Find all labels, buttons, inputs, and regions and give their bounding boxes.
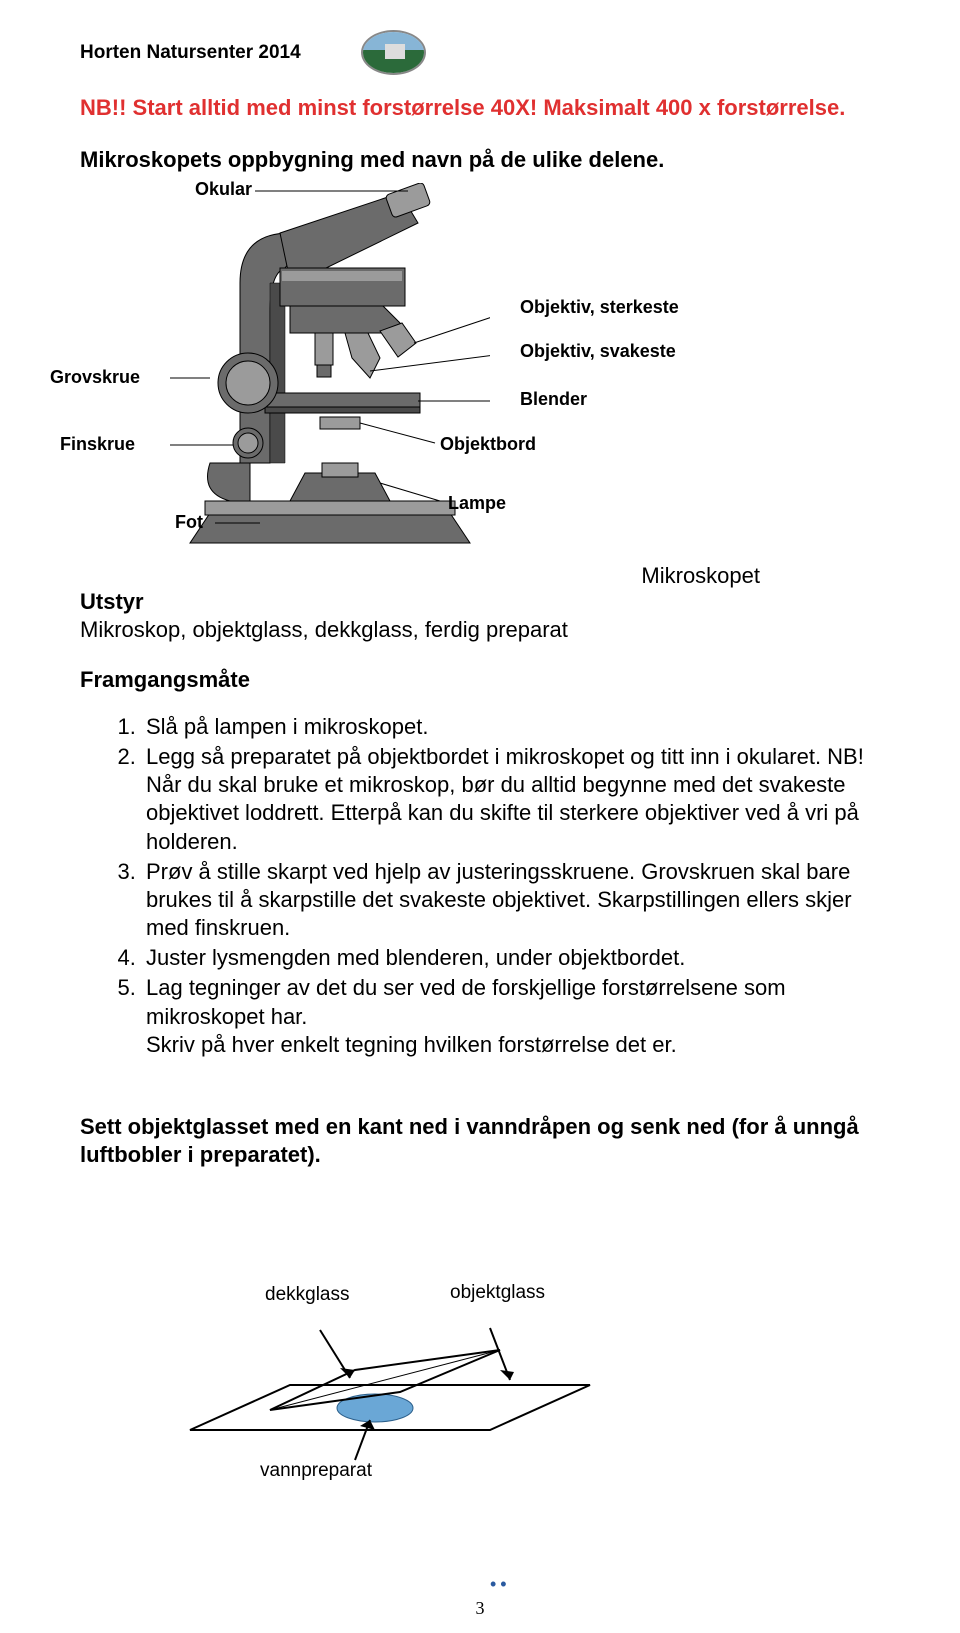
label-lampe: Lampe [448, 493, 506, 514]
diagram-subtitle: Mikroskopets oppbygning med navn på de u… [80, 147, 880, 173]
page-number: 3 [0, 1598, 960, 1619]
label-objektglass: objektglass [450, 1282, 545, 1304]
site-name: Horten Natursenter 2014 [80, 42, 301, 64]
label-finskrue: Finskrue [60, 434, 135, 455]
label-objektbord: Objektbord [440, 434, 536, 455]
step-1: Slå på lampen i mikroskopet. [142, 713, 880, 741]
site-logo-icon [361, 30, 426, 75]
step-3: Prøv å stille skarpt ved hjelp av juster… [142, 858, 880, 942]
warning-title: NB!! Start alltid med minst forstørrelse… [80, 95, 880, 121]
label-objektiv-sterk: Objektiv, sterkeste [520, 297, 679, 318]
utstyr-section: Mikroskopet Utstyr Mikroskop, objektglas… [80, 589, 880, 643]
label-okular: Okular [195, 179, 252, 200]
step-2: Legg så preparatet på objektbordet i mik… [142, 743, 880, 856]
page-header: Horten Natursenter 2014 [80, 30, 880, 75]
slide-icon [180, 1290, 600, 1470]
mikroskopet-word: Mikroskopet [641, 563, 760, 589]
utstyr-heading: Utstyr [80, 589, 880, 615]
step-5: Lag tegninger av det du ser ved de forsk… [142, 974, 880, 1058]
label-dekkglass: dekkglass [265, 1284, 350, 1306]
steps-list: Slå på lampen i mikroskopet. Legg så pre… [80, 713, 880, 1059]
label-blender: Blender [520, 389, 587, 410]
bottom-note: Sett objektglasset med en kant ned i van… [80, 1113, 880, 1170]
label-fot: Fot [175, 512, 203, 533]
slide-diagram: dekkglass objektglass vannpreparat [80, 1260, 880, 1490]
utstyr-list: Mikroskop, objektglass, dekkglass, ferdi… [80, 617, 880, 643]
framgangsmate-heading: Framgangsmåte [80, 667, 880, 693]
step-4: Juster lysmengden med blenderen, under o… [142, 944, 880, 972]
page-dots-icon: •• [490, 1574, 511, 1595]
microscope-diagram: Okular Grovskrue Finskrue Fot Objektiv, … [60, 179, 860, 579]
label-grovskrue: Grovskrue [50, 367, 140, 388]
microscope-icon [170, 183, 490, 563]
label-vannpreparat: vannpreparat [260, 1460, 372, 1482]
label-objektiv-svak: Objektiv, svakeste [520, 341, 676, 362]
